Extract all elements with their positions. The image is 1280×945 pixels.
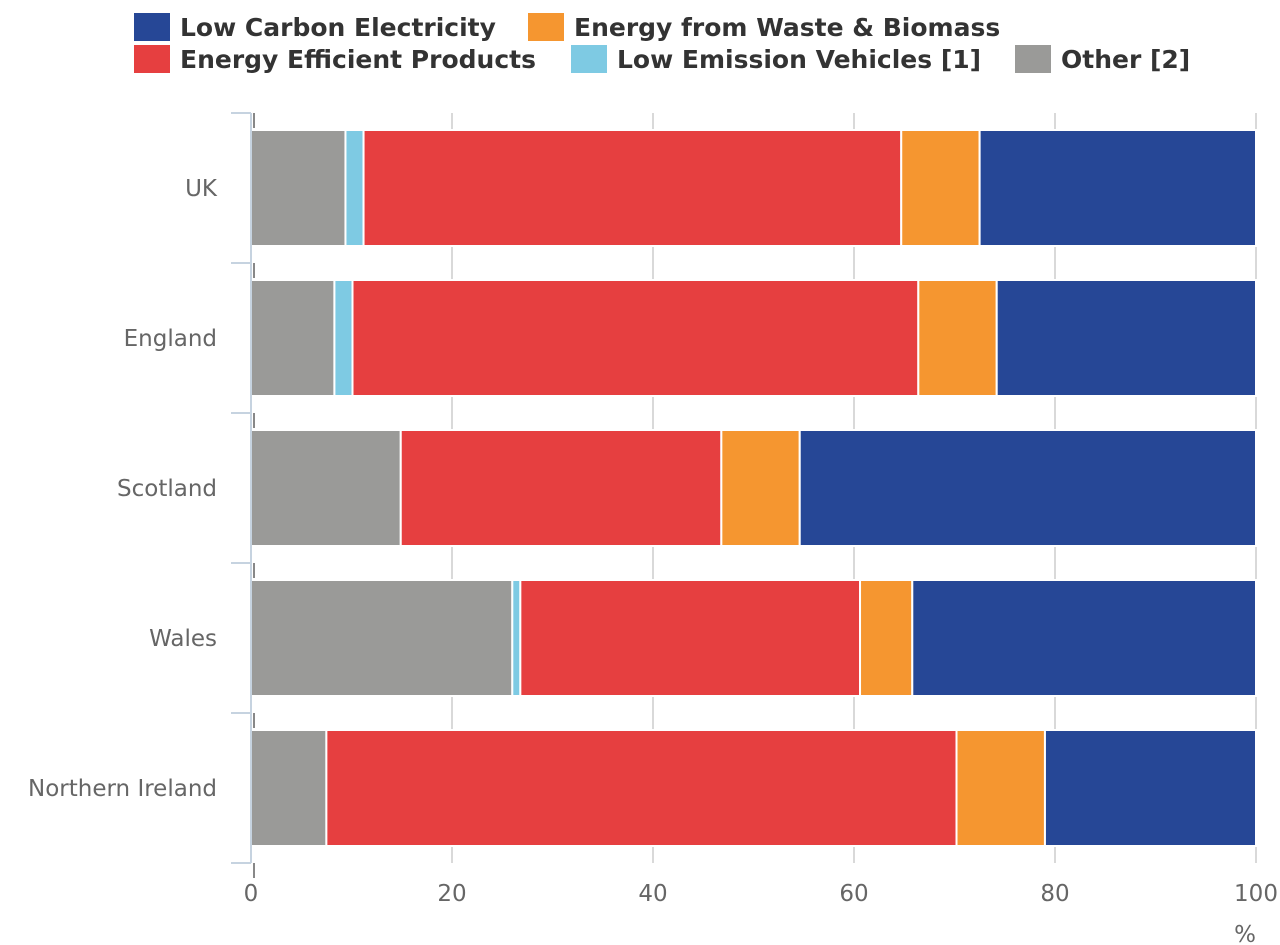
- x-tick-label-60: 60: [839, 881, 868, 907]
- legend-label-low-emission-vehicles-1: Low Emission Vehicles [1]: [617, 45, 981, 74]
- bar-northern-ireland-other-2: [250, 729, 328, 847]
- legend-item-low-carbon-electricity: Low Carbon Electricity: [134, 13, 496, 42]
- legend-swatch-other-2: [1015, 45, 1051, 73]
- legend-label-low-carbon-electricity: Low Carbon Electricity: [180, 13, 496, 42]
- legend-swatch-energy-from-waste-biomass: [528, 13, 564, 41]
- category-label-uk: UK: [185, 176, 218, 202]
- legend-swatch-energy-efficient-products: [134, 45, 170, 73]
- category-label-england: England: [124, 326, 217, 352]
- x-tick-label-100: 100: [1234, 881, 1278, 907]
- x-tick-label-80: 80: [1040, 881, 1069, 907]
- bar-england-other-2: [250, 279, 336, 397]
- chart-legend: Low Carbon Electricity Energy from Waste …: [134, 13, 1190, 74]
- bar-scotland-low-carbon-electricity: [798, 429, 1257, 547]
- bar-wales-other-2: [250, 579, 514, 697]
- bar-wales-energy-from-waste-biomass: [859, 579, 914, 697]
- bar-uk-energy-efficient-products: [362, 129, 903, 247]
- chart-bars: [250, 129, 1258, 847]
- category-label-scotland: Scotland: [117, 476, 217, 502]
- bar-northern-ireland-low-carbon-electricity: [1043, 729, 1257, 847]
- y-axis: UK England Scotland Wales Northern Ireland: [28, 112, 255, 878]
- legend-label-energy-efficient-products: Energy Efficient Products: [180, 45, 536, 74]
- legend-label-other-2: Other [2]: [1061, 45, 1190, 74]
- x-axis: 0 20 40 60 80 100%: [244, 881, 1278, 945]
- bar-row-northern-ireland: [250, 729, 1257, 847]
- legend-swatch-low-carbon-electricity: [134, 13, 170, 41]
- bar-row-england: [250, 279, 1258, 397]
- category-label-wales: Wales: [149, 626, 217, 652]
- x-tick-label-0: 0: [244, 881, 259, 907]
- legend-label-energy-from-waste-biomass: Energy from Waste & Biomass: [574, 13, 1000, 42]
- legend-item-low-emission-vehicles-1: Low Emission Vehicles [1]: [571, 45, 981, 74]
- bar-wales-low-emission-vehicles-1: [511, 579, 522, 697]
- bar-scotland-other-2: [250, 429, 402, 547]
- bar-scotland-energy-from-waste-biomass: [720, 429, 801, 547]
- bar-wales-low-carbon-electricity: [911, 579, 1257, 697]
- bar-uk-low-emission-vehicles-1: [344, 129, 365, 247]
- legend-item-energy-efficient-products: Energy Efficient Products: [134, 45, 536, 74]
- legend-item-energy-from-waste-biomass: Energy from Waste & Biomass: [528, 13, 1000, 42]
- bar-wales-energy-efficient-products: [519, 579, 862, 697]
- legend-item-other-2: Other [2]: [1015, 45, 1190, 74]
- bar-uk-other-2: [250, 129, 347, 247]
- x-tick-label-20: 20: [437, 881, 466, 907]
- x-axis-unit-label: %: [1234, 922, 1256, 945]
- bar-row-wales: [250, 579, 1257, 697]
- bar-scotland-energy-efficient-products: [399, 429, 723, 547]
- bar-england-low-carbon-electricity: [995, 279, 1258, 397]
- legend-swatch-low-emission-vehicles-1: [571, 45, 607, 73]
- x-tick-label-40: 40: [638, 881, 667, 907]
- bar-uk-low-carbon-electricity: [978, 129, 1257, 247]
- bar-uk-energy-from-waste-biomass: [900, 129, 981, 247]
- bar-northern-ireland-energy-from-waste-biomass: [955, 729, 1046, 847]
- bar-row-uk: [250, 129, 1257, 247]
- bar-england-energy-from-waste-biomass: [917, 279, 998, 397]
- bar-england-energy-efficient-products: [351, 279, 920, 397]
- bar-northern-ireland-energy-efficient-products: [325, 729, 958, 847]
- category-label-northern-ireland: Northern Ireland: [28, 776, 217, 802]
- bar-row-scotland: [250, 429, 1257, 547]
- bar-england-low-emission-vehicles-1: [333, 279, 354, 397]
